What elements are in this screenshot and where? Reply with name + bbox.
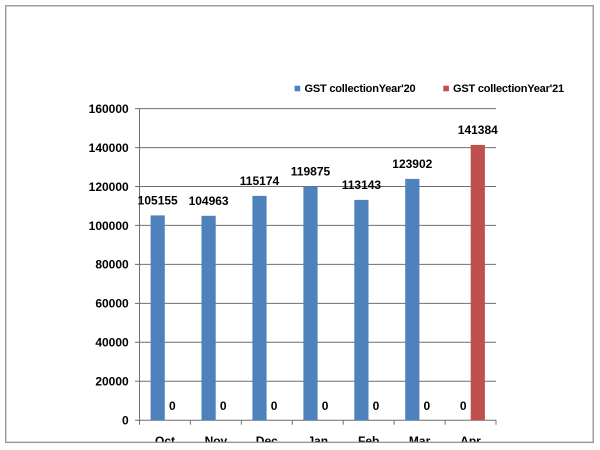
- svg-text:100000: 100000: [89, 219, 129, 233]
- svg-text:0: 0: [373, 399, 380, 413]
- svg-text:0: 0: [271, 399, 278, 413]
- svg-text:123902: 123902: [392, 157, 432, 171]
- svg-text:140000: 140000: [89, 141, 129, 155]
- svg-text:120000: 120000: [89, 180, 129, 194]
- svg-text:0: 0: [122, 414, 129, 428]
- svg-text:115174: 115174: [240, 174, 280, 188]
- svg-text:0: 0: [460, 399, 467, 413]
- svg-text:GST collectionYear'21: GST collectionYear'21: [453, 83, 564, 95]
- svg-text:113143: 113143: [342, 178, 382, 192]
- svg-text:GST collectionYear'20: GST collectionYear'20: [305, 83, 416, 95]
- svg-text:119875: 119875: [291, 165, 331, 179]
- svg-text:60000: 60000: [95, 297, 129, 311]
- svg-text:20000: 20000: [95, 375, 129, 389]
- svg-text:141384: 141384: [458, 123, 498, 137]
- svg-text:0: 0: [424, 399, 431, 413]
- svg-text:104963: 104963: [189, 194, 229, 208]
- svg-text:0: 0: [322, 399, 329, 413]
- svg-text:160000: 160000: [89, 102, 129, 116]
- svg-text:105155: 105155: [138, 193, 178, 207]
- svg-text:0: 0: [220, 399, 227, 413]
- svg-text:80000: 80000: [95, 258, 129, 272]
- svg-text:40000: 40000: [95, 336, 129, 350]
- svg-text:0: 0: [169, 399, 176, 413]
